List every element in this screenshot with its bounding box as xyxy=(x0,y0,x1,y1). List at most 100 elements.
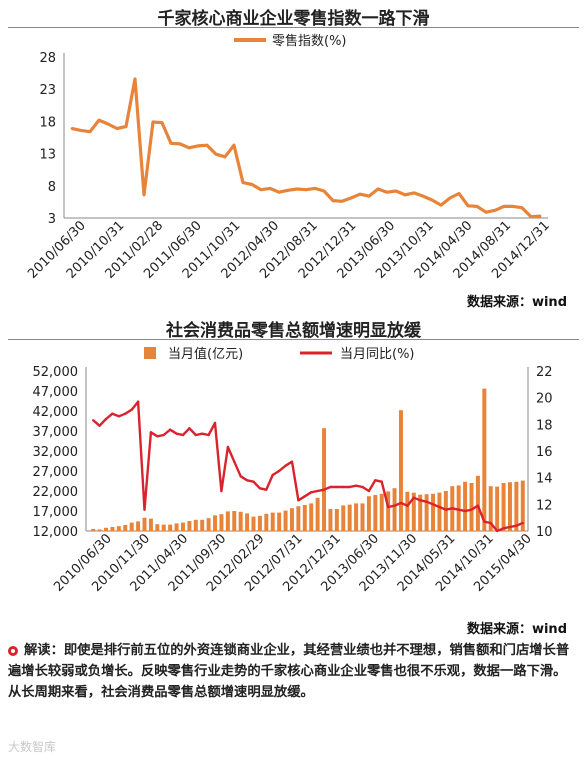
monthly-value-bar xyxy=(219,514,224,531)
y-tick-label: 28 xyxy=(39,51,56,66)
retail-index-point xyxy=(502,205,506,208)
y-left-tick-label: 12,000 xyxy=(33,525,79,540)
y-tick-label: 3 xyxy=(48,212,56,227)
y-right-tick-label: 18 xyxy=(536,418,553,433)
yoy-growth-point xyxy=(329,485,332,489)
monthly-value-bar xyxy=(232,511,237,531)
monthly-value-bar xyxy=(354,503,359,531)
monthly-value-bar xyxy=(405,491,410,531)
retail-index-point xyxy=(304,188,308,192)
retail-index-point xyxy=(430,198,434,202)
retail-index-point xyxy=(70,127,74,130)
monthly-value-bar xyxy=(334,509,339,531)
monthly-value-bar xyxy=(463,481,468,531)
bullet-circle-icon xyxy=(8,646,18,656)
monthly-value-bar xyxy=(366,496,371,531)
yoy-growth-point xyxy=(220,489,223,493)
retail-index-point xyxy=(349,196,353,200)
yoy-growth-point xyxy=(265,488,268,491)
monthly-value-bar xyxy=(411,492,416,531)
yoy-growth-point xyxy=(470,508,473,511)
yoy-growth-point xyxy=(419,499,422,502)
monthly-value-bar xyxy=(302,505,307,531)
retail-index-point xyxy=(88,130,92,134)
yoy-growth-point xyxy=(444,508,448,511)
monthly-value-bar xyxy=(475,475,480,531)
retail-index-point xyxy=(241,181,245,184)
yoy-growth-point xyxy=(342,485,345,489)
y-left-tick-label: 52,000 xyxy=(33,365,79,380)
monthly-value-bar xyxy=(315,497,320,531)
monthly-value-bar xyxy=(200,519,205,531)
yoy-growth-point xyxy=(508,525,512,529)
yoy-growth-point xyxy=(502,527,505,530)
yoy-growth-point xyxy=(463,509,467,513)
yoy-growth-point xyxy=(92,419,95,422)
retail-index-point xyxy=(520,206,524,210)
yoy-growth-point xyxy=(111,412,114,415)
monthly-value-bar xyxy=(507,482,512,531)
y-tick-label: 18 xyxy=(39,115,56,130)
retail-index-point xyxy=(286,188,290,192)
retail-index-point xyxy=(79,129,83,132)
yoy-growth-point xyxy=(406,504,409,507)
yoy-growth-point xyxy=(271,473,274,477)
monthly-value-bar xyxy=(264,513,269,531)
retail-index-point xyxy=(196,144,200,148)
yoy-growth-point xyxy=(374,479,377,482)
yoy-growth-point xyxy=(213,421,217,425)
monthly-value-bar xyxy=(142,517,147,531)
monthly-value-bar xyxy=(104,527,109,531)
monthly-value-bar xyxy=(379,493,384,531)
yoy-growth-point xyxy=(361,485,364,489)
yoy-growth-point xyxy=(457,508,460,511)
yoy-growth-point xyxy=(226,445,230,449)
monthly-value-bar xyxy=(373,495,378,531)
retail-index-point xyxy=(358,192,362,196)
monthly-value-bar xyxy=(251,516,256,531)
monthly-value-bar xyxy=(398,410,403,531)
retail-index-point xyxy=(232,143,236,147)
retail-index-point xyxy=(529,215,533,219)
monthly-value-bar xyxy=(418,494,423,531)
yoy-growth-point xyxy=(143,508,146,511)
legend-label-monthly-value: 当月值(亿元) xyxy=(168,346,243,362)
retail-index-point xyxy=(133,77,137,81)
yoy-growth-point xyxy=(335,485,339,489)
yoy-growth-point xyxy=(252,480,255,483)
yoy-growth-point xyxy=(194,433,197,437)
retail-index-point xyxy=(421,194,425,198)
monthly-value-bar xyxy=(257,515,262,531)
yoy-growth-point xyxy=(149,431,153,434)
monthly-value-bar xyxy=(437,492,442,531)
yoy-growth-point xyxy=(297,499,300,502)
retail-index-point xyxy=(187,146,191,150)
y-left-tick-label: 27,000 xyxy=(33,465,79,480)
yoy-growth-point xyxy=(515,524,518,527)
monthly-value-bar xyxy=(296,506,301,531)
monthly-value-bar xyxy=(148,518,153,531)
y-right-tick-label: 20 xyxy=(536,392,553,407)
y-right-tick-label: 14 xyxy=(536,472,553,487)
y-left-tick-label: 37,000 xyxy=(33,425,79,440)
yoy-growth-point xyxy=(451,507,454,510)
retail-index-point xyxy=(142,193,146,197)
commentary: 解读：即使是排行前五位的外资连锁商业企业，其经营业绩也并不理想，销售额和门店增长… xyxy=(8,640,579,703)
monthly-value-bar xyxy=(341,505,346,531)
monthly-value-bar xyxy=(482,388,487,531)
yoy-growth-point xyxy=(425,500,428,503)
monthly-value-bar xyxy=(347,504,352,531)
retail-index-point xyxy=(160,121,164,125)
yoy-growth-point xyxy=(367,489,371,493)
yoy-growth-point xyxy=(98,424,101,427)
retail-index-point xyxy=(412,191,416,195)
retail-index-point xyxy=(151,120,155,124)
retail-index-point xyxy=(475,205,479,208)
monthly-value-bar xyxy=(469,483,474,531)
yoy-growth-point xyxy=(136,400,140,403)
monthly-value-bar xyxy=(187,521,192,531)
monthly-value-bar xyxy=(309,503,314,531)
retail-index-line-chart: 零售指数(%)38131823282010/06/302010/10/31201… xyxy=(25,33,553,282)
retail-index-point xyxy=(322,189,326,193)
monthly-value-bar xyxy=(488,486,493,531)
